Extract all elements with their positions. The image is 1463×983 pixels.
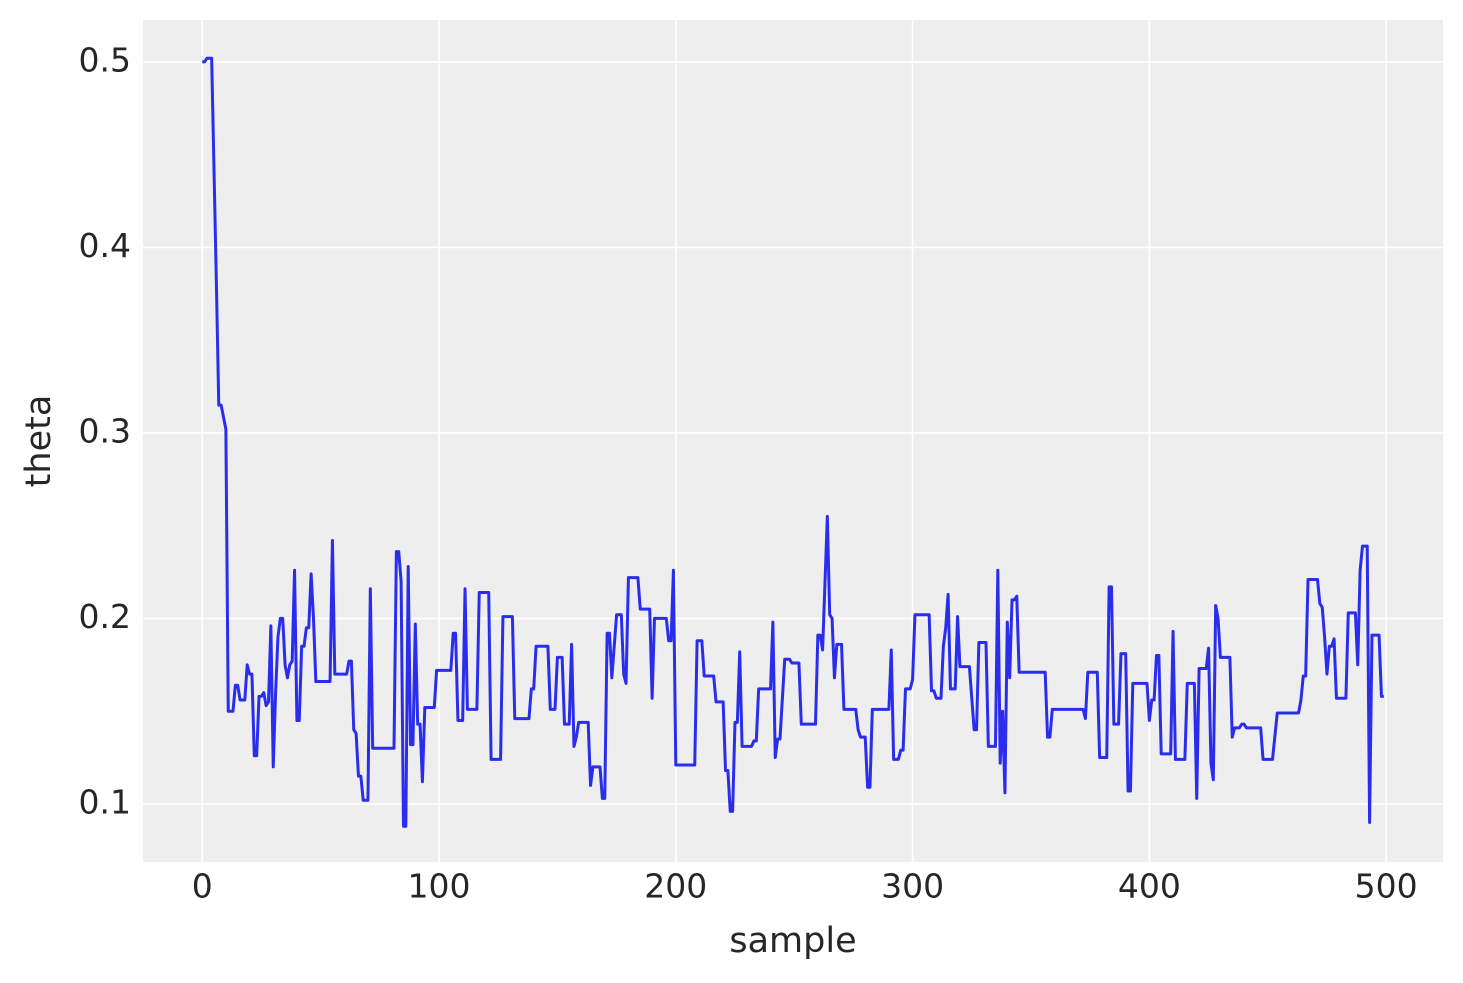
grid [143,20,1443,862]
x-tick-label: 0 [192,867,213,906]
y-tick-label: 0.3 [79,411,131,450]
x-tick-label: 300 [881,867,944,906]
marks [202,56,1384,828]
x-tick-label: 100 [407,867,470,906]
y-tick-label: 0.4 [79,226,131,265]
y-axis-label: theta [19,395,59,488]
y-tick-label: 0.2 [79,597,131,636]
x-tick-label: 200 [644,867,707,906]
x-axis-label: sample [729,921,856,961]
y-tick-label: 0.1 [79,782,131,821]
y-tick-label: 0.5 [79,40,131,79]
trace-line [202,56,1384,828]
x-tick-label: 500 [1355,867,1418,906]
labels: 0 100 200 300 400 500 0.1 0.2 0.3 0.4 0.5 [79,40,1418,905]
plot-area [143,20,1443,862]
x-tick-label: 400 [1118,867,1181,906]
